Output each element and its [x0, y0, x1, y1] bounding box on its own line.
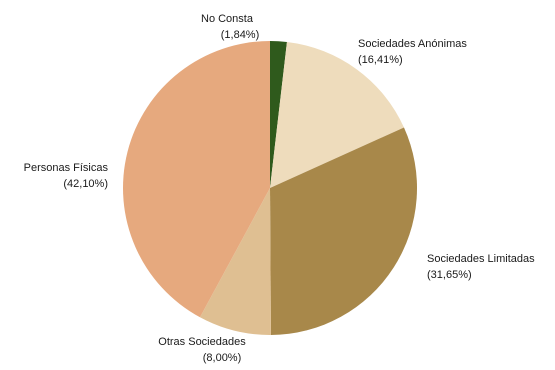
label-sociedades-anonimas: Sociedades Anónimas (16,41%): [358, 38, 467, 66]
label-personas-fisicas: Personas Físicas (42,10%): [24, 162, 109, 190]
label-otras-sociedades-name: Otras Sociedades: [158, 336, 246, 348]
pie-slices: [122, 40, 418, 336]
label-otras-sociedades-value: (8,00%): [203, 352, 242, 364]
label-sociedades-limitadas-value: (31,65%): [427, 269, 472, 281]
label-sociedades-limitadas-name: Sociedades Limitadas: [427, 253, 535, 265]
label-personas-fisicas-value: (42,10%): [63, 178, 108, 190]
pie-slice-no-consta: [270, 41, 287, 188]
label-sociedades-anonimas-value: (16,41%): [358, 54, 403, 66]
label-no-consta: No Consta (1,84%): [201, 13, 259, 41]
label-sociedades-limitadas: Sociedades Limitadas (31,65%): [427, 253, 535, 281]
label-no-consta-value: (1,84%): [221, 29, 260, 41]
label-otras-sociedades: Otras Sociedades (8,00%): [158, 336, 246, 364]
label-personas-fisicas-name: Personas Físicas: [24, 162, 109, 174]
label-no-consta-name: No Consta: [201, 13, 254, 25]
label-sociedades-anonimas-name: Sociedades Anónimas: [358, 38, 467, 50]
pie-slice-otras-sociedades: [199, 188, 271, 336]
pie-slice-personas-fisicas: [122, 40, 270, 318]
pie-slice-sociedades-anonimas: [270, 41, 404, 189]
pie-slice-sociedades-limitadas: [270, 127, 418, 335]
